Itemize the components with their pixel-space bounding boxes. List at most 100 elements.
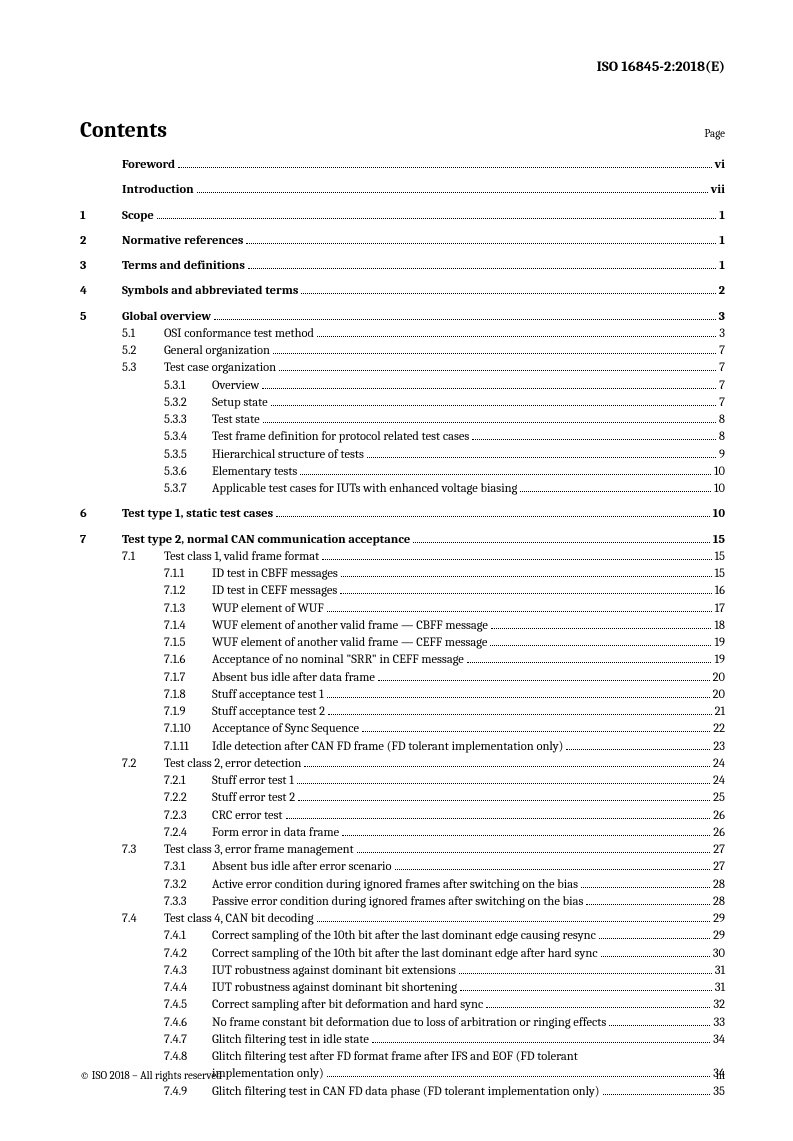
toc-entry: 5.3.4Test frame definition for protocol … (80, 429, 725, 446)
toc-subsubsection-number: 5.3.4 (164, 429, 212, 446)
toc-page: 26 (713, 808, 725, 825)
toc-page: 9 (719, 447, 725, 464)
toc-subsection-number: 7.1 (122, 549, 164, 566)
toc-title: Idle detection after CAN FD frame (FD to… (212, 739, 563, 756)
toc-title: Passive error condition during ignored f… (212, 894, 583, 911)
leader-dots (197, 192, 708, 193)
leader-dots (246, 243, 716, 244)
leader-dots (372, 1042, 710, 1043)
toc-page: 7 (719, 343, 725, 360)
toc-page: 35 (713, 1084, 725, 1101)
toc-subsubsection-number: 7.1.4 (164, 618, 212, 635)
toc-subsubsection-number: 7.1.7 (164, 670, 212, 687)
toc-title: OSI conformance test method (164, 326, 314, 343)
toc-entry: 7.2.2Stuff error test 225 (80, 790, 725, 807)
table-of-contents: ForewordviIntroductionvii1Scope12Normati… (80, 157, 725, 1101)
toc-title: Test case organization (164, 360, 276, 377)
toc-entry: 7.4.2Correct sampling of the 10th bit af… (80, 946, 725, 963)
toc-subsection-number: 7.3 (122, 842, 164, 859)
toc-title: Applicable test cases for IUTs with enha… (212, 481, 517, 498)
toc-page: 29 (713, 928, 725, 945)
toc-page: 15 (713, 532, 725, 549)
toc-entry: 7.2.3CRC error test26 (80, 808, 725, 825)
toc-title: Overview (212, 378, 259, 395)
leader-dots (520, 491, 711, 492)
toc-page: vii (711, 182, 725, 199)
toc-title: Stuff acceptance test 1 (212, 687, 324, 704)
toc-page: 24 (713, 773, 725, 790)
toc-page: 19 (714, 652, 725, 669)
toc-entry: 7.1.6Acceptance of no nominal "SRR" in C… (80, 652, 725, 669)
leader-dots (491, 628, 712, 629)
toc-entry: 3Terms and definitions1 (80, 258, 725, 275)
toc-page: 20 (713, 670, 725, 687)
toc-page: 28 (713, 894, 725, 911)
leader-dots (603, 1094, 711, 1095)
leader-dots (342, 835, 710, 836)
toc-section-number: 6 (80, 506, 122, 523)
toc-title: CRC error test (212, 808, 283, 825)
toc-page: 7 (719, 378, 725, 395)
toc-section-number: 7 (80, 532, 122, 549)
toc-entry: 7.1.2ID test in CEFF messages16 (80, 583, 725, 600)
leader-dots (341, 576, 712, 577)
toc-entry: Forewordvi (80, 157, 725, 174)
toc-page: 1 (719, 258, 725, 275)
leader-dots (490, 645, 711, 646)
leader-dots (599, 938, 710, 939)
toc-subsubsection-number: 7.4.1 (164, 928, 212, 945)
toc-entry: 5.1OSI conformance test method3 (80, 326, 725, 343)
toc-entry: 7.1.1ID test in CBFF messages15 (80, 566, 725, 583)
toc-entry: 7.3.3Passive error condition during igno… (80, 894, 725, 911)
leader-dots (328, 714, 712, 715)
leader-dots (301, 293, 715, 294)
leader-dots (248, 268, 716, 269)
toc-title: Correct sampling of the 10th bit after t… (212, 946, 598, 963)
toc-entry: 5Global overview3 (80, 309, 725, 326)
toc-title: Hierarchical structure of tests (212, 447, 364, 464)
toc-entry: 2Normative references1 (80, 233, 725, 250)
toc-title: WUP element of WUF (212, 601, 324, 618)
toc-subsubsection-number: 5.3.1 (164, 378, 212, 395)
toc-page: 29 (713, 911, 725, 928)
toc-entry: 5.3.5Hierarchical structure of tests9 (80, 447, 725, 464)
toc-page: 3 (719, 309, 725, 326)
leader-dots (262, 388, 716, 389)
toc-title: Stuff error test 2 (212, 790, 295, 807)
contents-title: Contents (80, 117, 167, 143)
toc-subsection-number: 5.2 (122, 343, 164, 360)
toc-entry: 7.4.6No frame constant bit deformation d… (80, 1015, 725, 1032)
page-column-label: Page (704, 127, 725, 140)
toc-entry: 7.1.9Stuff acceptance test 221 (80, 704, 725, 721)
toc-title: Test class 3, error frame management (164, 842, 354, 859)
toc-entry: 7.4.1Correct sampling of the 10th bit af… (80, 928, 725, 945)
leader-dots (472, 439, 716, 440)
toc-page: 8 (719, 412, 725, 429)
leader-dots (298, 800, 710, 801)
toc-page: 18 (714, 618, 725, 635)
toc-subsubsection-number: 7.1.10 (164, 721, 212, 738)
toc-title: General organization (164, 343, 270, 360)
toc-entry: 6Test type 1, static test cases10 (80, 506, 725, 523)
toc-subsubsection-number: 7.1.2 (164, 583, 212, 600)
toc-page: 10 (714, 464, 725, 481)
toc-title: Test type 1, static test cases (122, 506, 273, 523)
page-number: iii (716, 1069, 725, 1082)
leader-dots (362, 731, 710, 732)
toc-page: 19 (714, 635, 725, 652)
toc-subsubsection-number: 7.3.3 (164, 894, 212, 911)
toc-title: Correct sampling of the 10th bit after t… (212, 928, 596, 945)
toc-page: 31 (715, 963, 725, 980)
toc-page: 20 (713, 687, 725, 704)
toc-subsubsection-number: 7.3.2 (164, 877, 212, 894)
leader-dots (157, 218, 717, 219)
toc-section-number: 3 (80, 258, 122, 275)
toc-title: WUF element of another valid frame — CBF… (212, 618, 488, 635)
leader-dots (304, 766, 710, 767)
toc-title: Test state (212, 412, 260, 429)
toc-entry: 7.4.4IUT robustness against dominant bit… (80, 980, 725, 997)
toc-subsubsection-number: 7.4.3 (164, 963, 212, 980)
toc-subsubsection-number: 7.1.5 (164, 635, 212, 652)
toc-title: IUT robustness against dominant bit shor… (212, 980, 457, 997)
toc-entry: 7.3.1Absent bus idle after error scenari… (80, 859, 725, 876)
